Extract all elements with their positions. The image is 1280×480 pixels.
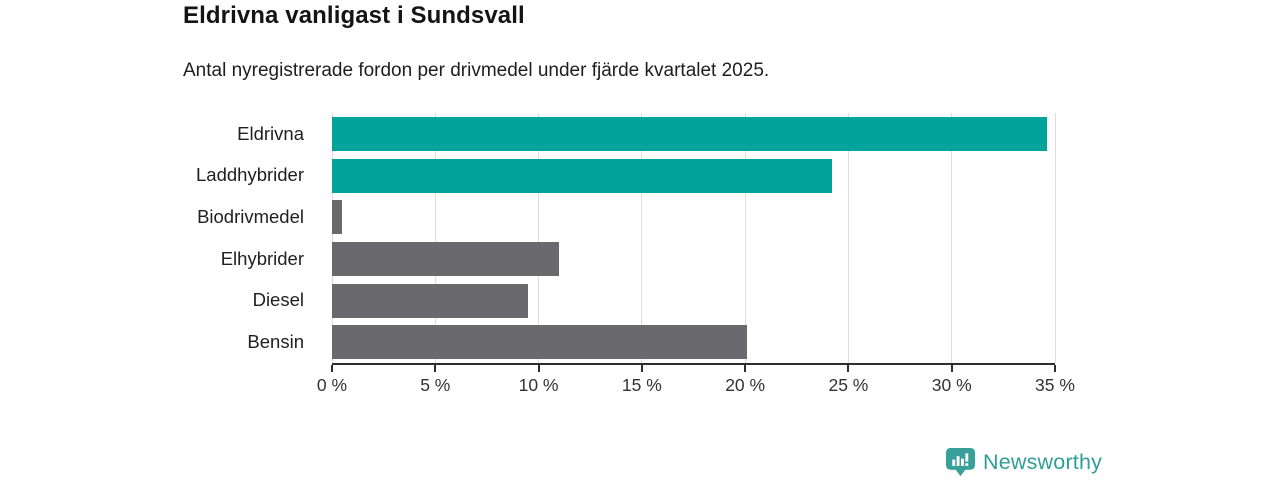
- category-label: Laddhybrider: [196, 164, 304, 186]
- gridline: [641, 113, 643, 363]
- bar-laddhybrider: [332, 158, 832, 193]
- x-tick: [744, 365, 747, 372]
- x-tick: [1054, 365, 1056, 372]
- chart-subtitle: Antal nyregistrerade fordon per drivmede…: [183, 60, 770, 81]
- category-label: Elhybrider: [220, 247, 304, 269]
- category-labels: Eldrivna Laddhybrider Biodrivmedel Elhybrid…: [0, 113, 318, 363]
- bar-chart-plot-area: [331, 113, 1056, 365]
- x-tick-label: 5 %: [420, 375, 451, 395]
- x-axis: 0 % 5 % 10 % 15 % 20 % 25 % 30 % 35 %: [317, 365, 1075, 405]
- gridline: [538, 113, 540, 363]
- bar-eldrivna: [332, 116, 1047, 151]
- gridline: [331, 113, 333, 363]
- category-label: Bensin: [247, 331, 304, 353]
- gridline: [951, 113, 953, 363]
- x-tick-label: 15 %: [621, 375, 662, 395]
- x-tick-label: 20 %: [725, 375, 766, 395]
- category-label: Eldrivna: [237, 122, 304, 144]
- bar-chart-speech-bubble-icon: [945, 447, 976, 477]
- x-tick-label: 25 %: [828, 375, 869, 395]
- bar-elhybrider: [332, 241, 560, 276]
- x-tick-label: 0 %: [316, 375, 348, 395]
- x-tick: [640, 365, 643, 372]
- category-label: Biodrivmedel: [197, 206, 304, 228]
- category-label: Diesel: [252, 289, 304, 311]
- x-tick-label: 10 %: [518, 375, 559, 395]
- newsworthy-logo-text: Newsworthy: [983, 450, 1103, 474]
- gridline: [744, 113, 746, 363]
- gridline: [847, 113, 849, 363]
- x-tick-label: 30 %: [931, 375, 972, 395]
- x-tick: [847, 365, 850, 372]
- gridline: [434, 113, 436, 363]
- x-tick: [434, 365, 437, 372]
- newsworthy-logo[interactable]: Newsworthy: [945, 447, 1102, 478]
- gridline: [1054, 113, 1056, 363]
- x-tick: [537, 365, 540, 372]
- x-tick-label: 35 %: [1035, 375, 1075, 395]
- x-tick: [331, 365, 333, 372]
- x-tick: [950, 365, 953, 372]
- bar-bensin: [332, 325, 748, 360]
- bar-diesel: [332, 283, 529, 318]
- bar-biodrivmedel: [332, 200, 343, 235]
- chart-title: Eldrivna vanligast i Sundsvall: [183, 2, 525, 29]
